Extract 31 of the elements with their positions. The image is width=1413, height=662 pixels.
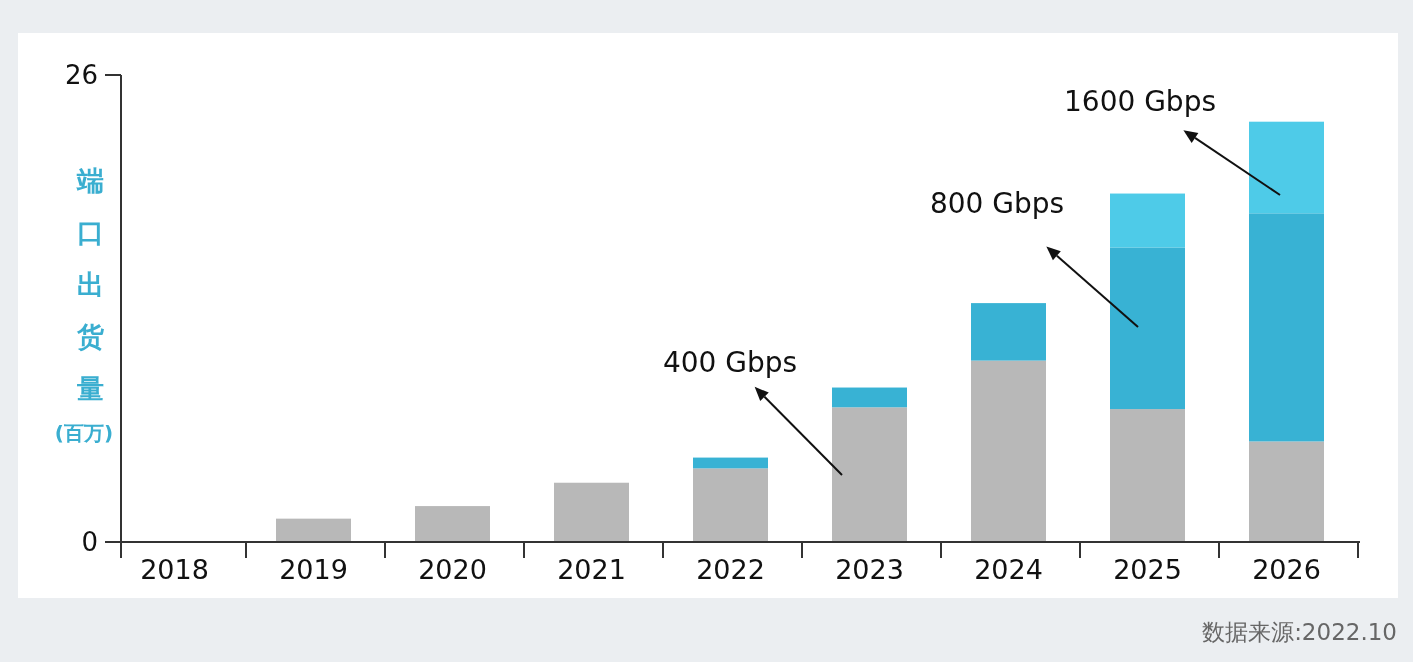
x-tick-label: 2023 [835,554,904,585]
annotation: 1600 Gbps [1064,85,1216,118]
source-note: 数据来源:2022.10 [1202,619,1397,645]
x-tick-label: 2018 [140,554,209,585]
x-tick-label: 2026 [1252,554,1321,585]
bar [832,407,907,542]
bar [276,518,351,542]
bar [1110,247,1185,410]
bar [971,360,1046,542]
y-tick-label: 0 [81,527,98,557]
bar [1110,193,1185,248]
bar [1249,213,1324,442]
bar [693,468,768,542]
x-tick-label: 2019 [279,554,348,585]
bar [832,387,907,408]
bar [1110,409,1185,542]
x-tick-label: 2025 [1113,554,1182,585]
annotation: 400 Gbps [662,346,798,379]
y-tick-label: 26 [64,60,98,90]
bar [554,482,629,542]
bar [1249,121,1324,214]
y-axis-title: 端口出货量(百万) [54,165,114,445]
x-tick-label: 2021 [557,554,626,585]
annotation: 800 Gbps [929,187,1065,220]
bar [971,303,1046,361]
bar [693,457,768,469]
x-tick-label: 2022 [696,554,765,585]
bar [415,506,490,542]
x-tick-label: 2024 [974,554,1043,585]
bar [1249,441,1324,542]
x-tick-label: 2020 [418,554,487,585]
